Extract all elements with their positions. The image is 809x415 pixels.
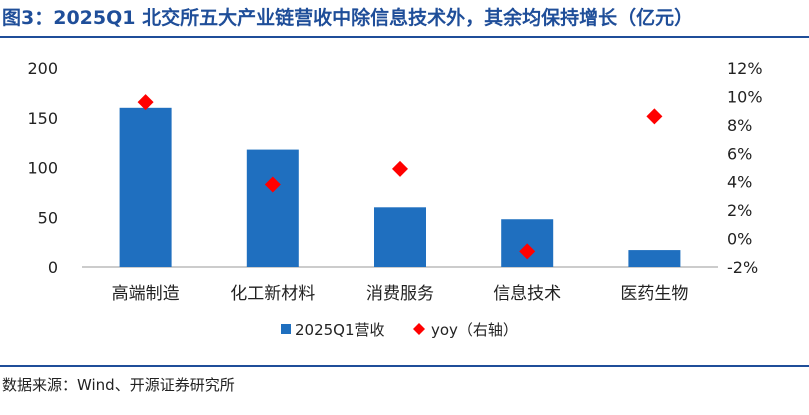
right-tick-label: 0% [727,230,752,249]
right-tick-label: 10% [727,87,763,106]
legend-marker-label: yoy（右轴） [431,321,518,339]
legend-bar-label: 2025Q1营收 [295,321,385,339]
left-tick-label: 200 [27,59,58,78]
bar [501,219,554,267]
right-tick-label: 2% [727,201,752,220]
chart-title: 图3：2025Q1 北交所五大产业链营收中除信息技术外，其余均保持增长（亿元） [2,7,694,29]
right-tick-label: -2% [727,258,758,277]
bar [246,149,299,267]
yoy-marker [137,94,154,111]
left-tick-label: 100 [27,159,58,178]
yoy-marker [264,176,281,193]
right-axis: -2% 0% 2% 4% 6% 8% 10% 12% [727,59,763,277]
left-tick-label: 0 [48,258,58,277]
left-tick-label: 50 [38,208,58,227]
legend-bar-swatch [281,324,291,334]
left-tick-label: 150 [27,109,58,128]
category-label: 消费服务 [366,284,434,304]
right-tick-label: 6% [727,144,752,163]
category-label: 医药生物 [620,284,688,304]
bar [374,207,426,267]
left-axis: 0 50 100 150 200 [27,59,58,277]
footer-divider [0,365,809,367]
yoy-series [137,94,663,260]
category-label: 信息技术 [493,284,561,304]
title-divider [0,36,809,38]
bar-series [119,107,681,267]
yoy-marker [646,108,663,125]
source-note: 数据来源：Wind、开源证券研究所 [2,376,235,394]
legend-marker-swatch [413,323,425,335]
category-labels: 高端制造 化工新材料 消费服务 信息技术 医药生物 [112,284,689,304]
category-label: 高端制造 [112,284,180,304]
right-tick-label: 8% [727,116,752,135]
bar [628,250,681,267]
chart: 0 50 100 150 200 -2% 0% 2% 4% 6% 8% 10% 12% 高端制造 化工新… [27,59,763,339]
legend: 2025Q1营收 yoy（右轴） [281,321,518,339]
yoy-marker [392,160,408,177]
bar [119,107,172,267]
category-label: 化工新材料 [230,284,315,304]
yoy-marker [519,243,536,260]
right-tick-label: 12% [727,59,763,78]
right-tick-label: 4% [727,173,752,192]
